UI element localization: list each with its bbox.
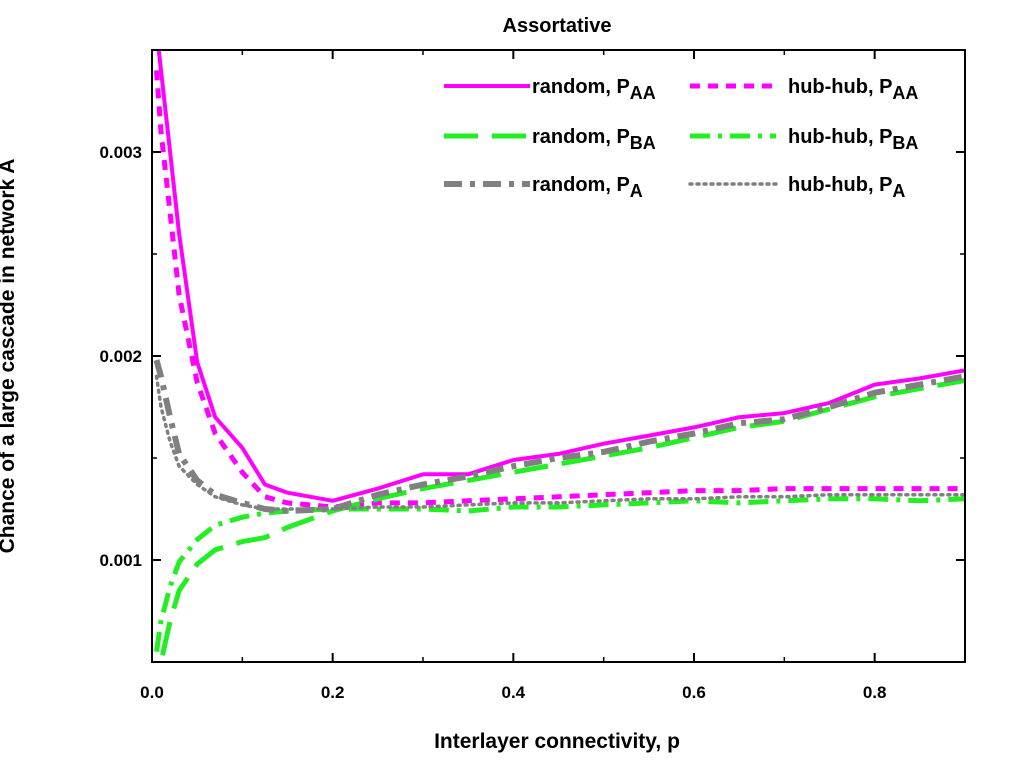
legend-label-5: random, PA	[532, 174, 643, 201]
ticks-layer: 0.0 0.2 0.4 0.6 0.8 0.001 0.002 0.003	[99, 50, 966, 702]
legend: random, PAA hub-hub, PAA random, PBA hub-hu…	[444, 76, 918, 201]
series-line-6	[154, 374, 965, 511]
x-tick-label: 0.8	[863, 683, 887, 702]
x-tick-label: 0.0	[140, 683, 164, 702]
series-line-5	[153, 359, 965, 514]
legend-label-1: random, PAA	[532, 76, 656, 103]
series-line-4	[154, 496, 965, 653]
chart-title: Assortative	[503, 15, 612, 37]
legend-label-2: hub-hub, PAA	[788, 76, 918, 103]
legend-label-3: random, PBA	[532, 126, 656, 153]
x-axis-label: Interlayer connectivity, p	[434, 730, 680, 753]
y-tick-label: 0.003	[99, 143, 142, 162]
x-tick-label: 0.4	[502, 683, 526, 702]
series-line-1	[156, 50, 965, 503]
y-tick-label: 0.001	[99, 551, 142, 570]
series-layer	[153, 50, 965, 662]
y-tick-label: 0.002	[99, 347, 142, 366]
y-axis-label: Chance of a large cascade in network A	[0, 159, 19, 554]
x-tick-label: 0.2	[321, 683, 345, 702]
series-line-3	[158, 378, 965, 662]
legend-label-4: hub-hub, PBA	[788, 126, 918, 153]
x-tick-label: 0.6	[682, 683, 706, 702]
legend-label-6: hub-hub, PA	[788, 174, 905, 201]
series-line-2	[154, 70, 965, 510]
